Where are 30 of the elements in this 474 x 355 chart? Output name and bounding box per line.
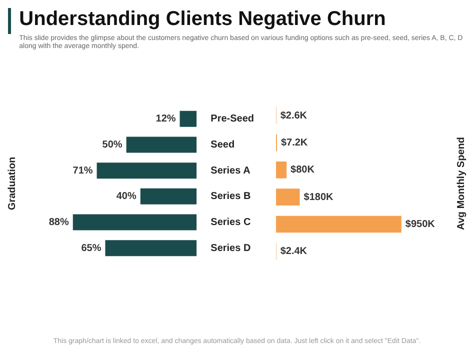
data-label: 40% (116, 190, 136, 202)
y-tick-label: Seed (210, 139, 235, 150)
data-label: 88% (48, 216, 69, 228)
y-tick-label: Series A (210, 165, 250, 176)
bar (180, 110, 197, 127)
data-label: 65% (81, 242, 102, 254)
data-label: 71% (72, 165, 93, 176)
bar (276, 188, 300, 206)
y-axis-title: Graduation (8, 156, 18, 210)
y-tick-label: Series D (210, 242, 251, 254)
bar (126, 136, 197, 153)
data-label: $950K (405, 218, 436, 230)
y-axis-title: Avg Monthly Spend (456, 136, 466, 230)
data-label: $2.6K (280, 110, 308, 122)
data-label: $80K (290, 164, 316, 176)
bar (72, 214, 197, 230)
chart-title: Understanding Clients Negative Churn (19, 8, 387, 31)
bar (96, 162, 197, 178)
y-tick-label: Series B (210, 190, 251, 202)
y-tick-label: Pre-Seed (210, 113, 254, 124)
data-label: 50% (102, 139, 122, 150)
data-label: $7.2K (280, 137, 308, 148)
bar (105, 240, 197, 256)
bar (276, 161, 287, 178)
y-tick-label: Series C (210, 216, 251, 228)
data-label: $2.4K (280, 246, 308, 257)
data-label: $180K (304, 192, 334, 203)
bar (276, 216, 402, 232)
data-label: 12% (156, 113, 176, 124)
bar (140, 188, 197, 204)
